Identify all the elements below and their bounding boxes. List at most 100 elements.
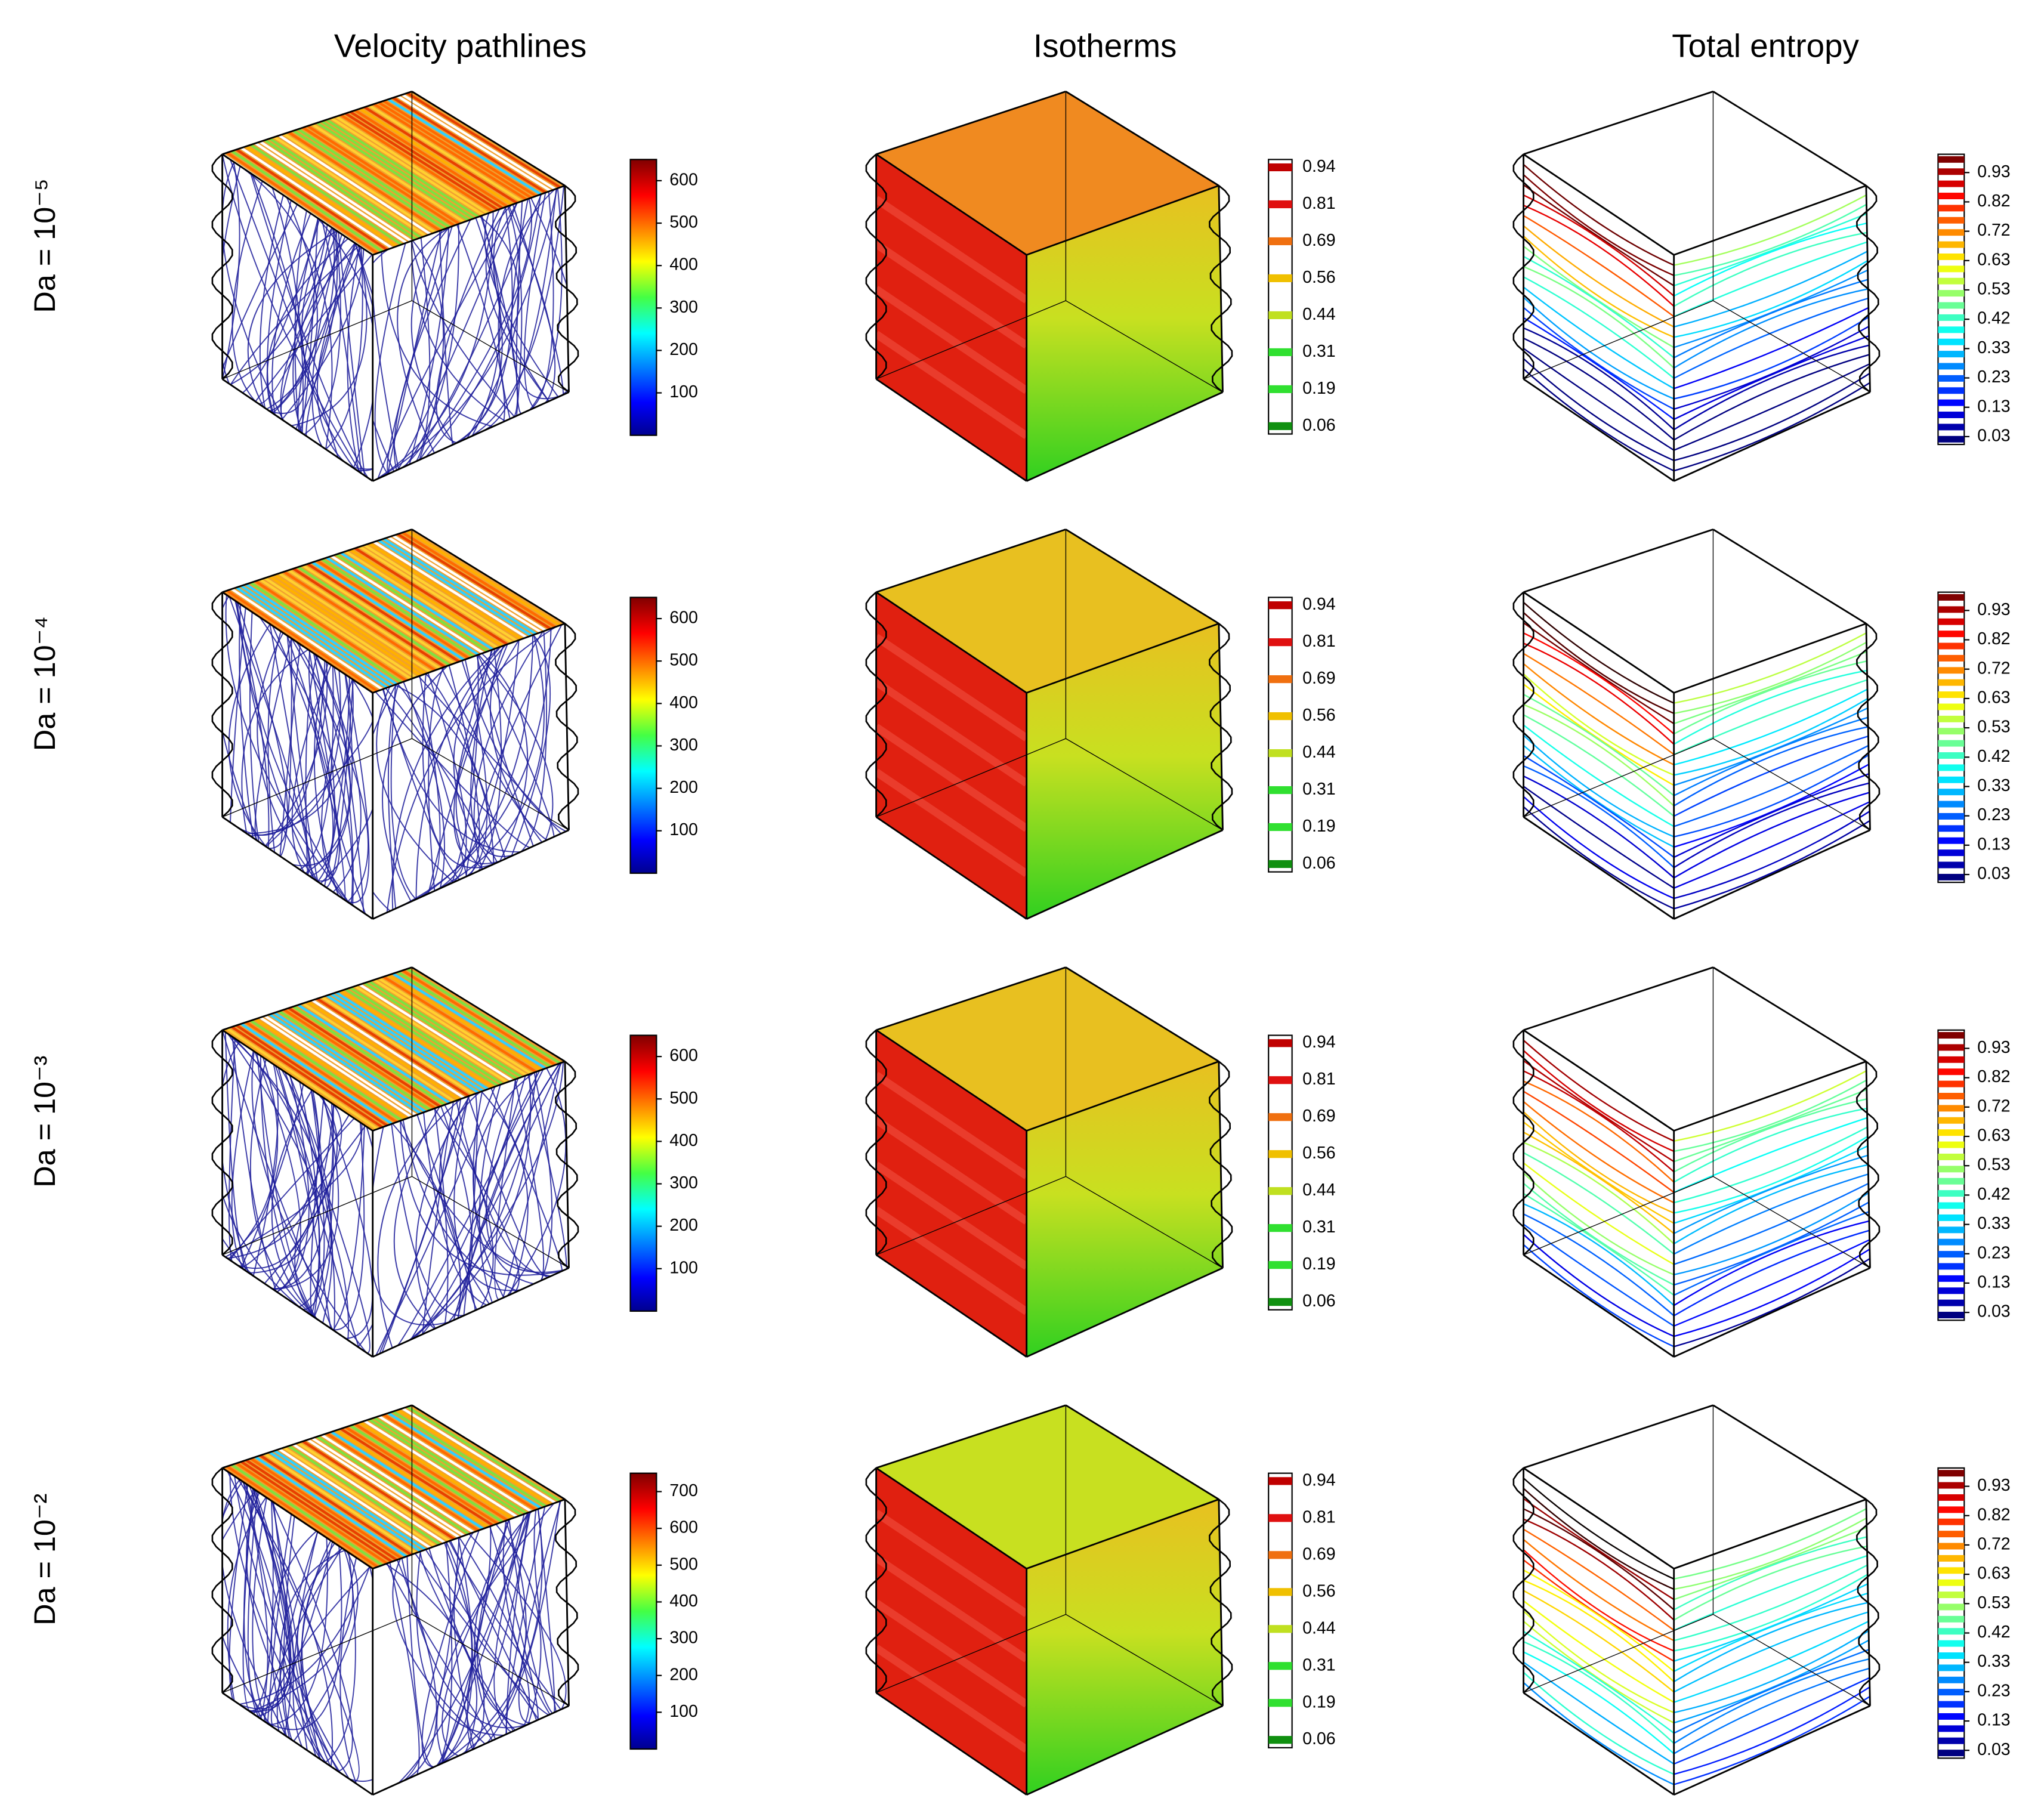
cube-edge: [372, 1705, 570, 1796]
pathline: [266, 238, 349, 413]
colorbar-tick-label: 0.23: [1977, 1243, 2010, 1262]
pathline: [252, 1064, 279, 1277]
cube-edge: [875, 1692, 1027, 1796]
colorbar-band: [1938, 1153, 1965, 1160]
stripe: [259, 140, 412, 242]
contour: [1674, 1098, 1867, 1173]
contour: [1674, 772, 1870, 858]
pathline: [222, 204, 298, 390]
contour: [1523, 1111, 1674, 1214]
pathline: [357, 1126, 373, 1348]
contour: [1523, 1590, 1674, 1693]
pathline: [421, 1530, 480, 1768]
colorbar-band: [1938, 594, 1965, 601]
cube-edge: [1523, 966, 1713, 1031]
colorbar-tick-label: 100: [669, 382, 698, 401]
colorbar-band: [1938, 631, 1965, 638]
pathline: [515, 200, 523, 415]
pathline: [251, 174, 307, 414]
contour: [1674, 1526, 1867, 1600]
colorbar-band: [1938, 1214, 1965, 1221]
stripe: [387, 1412, 542, 1509]
pathline: [425, 673, 506, 860]
colorbar-band: [1938, 1579, 1965, 1586]
band: [876, 679, 1027, 787]
stripe: [226, 1465, 378, 1568]
colorbar-band: [1938, 752, 1965, 759]
colorbar-tick-label: 0.72: [1977, 1096, 2010, 1115]
cube-edge: [222, 966, 412, 1031]
cube-edge: [1026, 1061, 1219, 1132]
colorbar-tick-label: 400: [669, 1131, 698, 1150]
colorbar-band: [1938, 241, 1965, 248]
wavy-wall: [1209, 185, 1233, 393]
colorbar-tick-label: 0.93: [1977, 600, 2010, 619]
colorbar-band: [1938, 825, 1965, 832]
contour: [1523, 734, 1674, 838]
pathline: [455, 1100, 551, 1277]
colorbar-band: [1938, 1518, 1965, 1525]
cube: [211, 966, 579, 1358]
contour: [1523, 1478, 1674, 1580]
cube-edge: [1523, 378, 1675, 482]
stripe: [268, 1451, 422, 1553]
contour: [1523, 245, 1674, 348]
right-face: [1026, 1499, 1223, 1795]
colorbar-tick-label: 400: [669, 1592, 698, 1611]
pathline: [297, 227, 333, 434]
cube-edge: [1674, 1061, 1867, 1132]
stripes: [222, 1405, 561, 1569]
colorbar-band: [1268, 860, 1292, 869]
cube-edge: [221, 591, 373, 694]
contour: [1674, 1630, 1869, 1714]
pathline: [222, 1030, 334, 1330]
stripe: [307, 1000, 460, 1101]
stripe: [321, 558, 475, 658]
cube-edge: [1523, 1404, 1713, 1469]
pathline: [241, 649, 309, 834]
wavy-wall: [1512, 153, 1534, 380]
stripe: [278, 1448, 431, 1549]
colorbar-band: [1268, 1298, 1292, 1306]
contour: [1523, 724, 1674, 827]
contour: [1674, 344, 1870, 431]
cube-edge: [1523, 1176, 1713, 1256]
pathline: [453, 649, 502, 864]
cube-edge: [411, 1404, 566, 1500]
stripe: [311, 561, 465, 662]
stripe: [297, 1441, 450, 1543]
colorbar-tick-label: 600: [669, 608, 698, 628]
contour: [1674, 363, 1870, 451]
stripe: [373, 540, 527, 639]
pathline: [297, 1547, 343, 1772]
colorbar-band: [1938, 703, 1965, 710]
contour: [1674, 688, 1868, 766]
pathline: [403, 681, 446, 889]
pathline: [386, 626, 557, 913]
pathline: [453, 644, 507, 865]
colorbar: [629, 1034, 657, 1312]
pathline: [406, 1556, 436, 1767]
pathline: [334, 667, 365, 913]
stripe: [392, 972, 546, 1070]
colorbar-tick-label: 0.93: [1977, 1476, 2010, 1495]
colorbar-tick-label: 0.63: [1977, 688, 2010, 707]
stripe: [283, 132, 436, 234]
contour: [1523, 225, 1674, 328]
stripe: [354, 985, 508, 1084]
cube-edge: [1065, 1404, 1219, 1500]
pathlines: [372, 624, 567, 919]
stripe: [359, 1421, 513, 1520]
colorbar: [1937, 591, 1965, 883]
stripe: [292, 1443, 446, 1544]
contour: [1674, 811, 1870, 900]
colorbar-band: [1938, 314, 1965, 321]
colorbar-band: [1938, 412, 1965, 418]
colorbar-tick-label: 200: [669, 1216, 698, 1235]
cube-edge: [1712, 91, 1867, 187]
pathline: [481, 1091, 529, 1295]
colorbar-band: [1938, 1238, 1965, 1246]
colorbar-tick-label: 0.13: [1977, 397, 2010, 416]
colorbar-band: [1938, 679, 1965, 686]
